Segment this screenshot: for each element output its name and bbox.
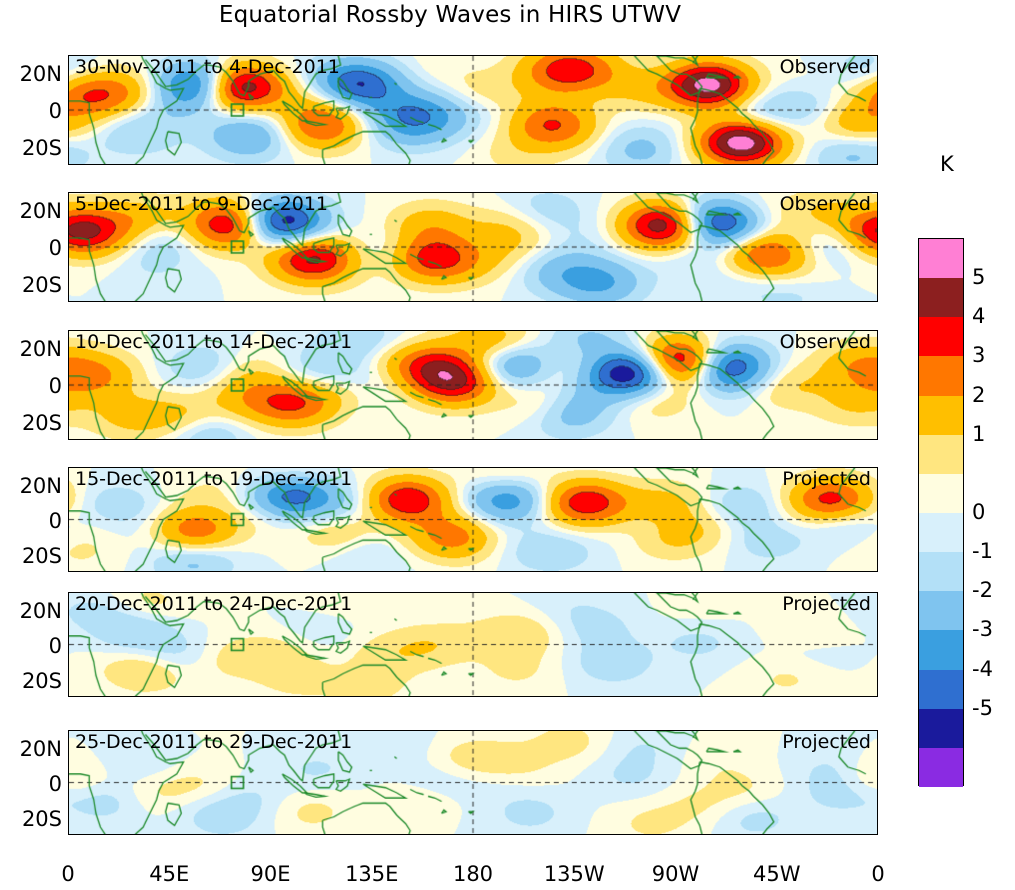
colorbar-swatch [919,317,963,357]
panel-status-label-4: Projected [782,468,871,490]
panel-period-label-5: 20-Dec-2011 to 24-Dec-2011 [75,593,353,615]
y-tick-label: 0 [48,374,62,398]
colorbar-tick-label: -2 [972,578,993,603]
x-tick-label: 135W [543,862,605,886]
colorbar-tick-label: 0 [972,500,986,524]
figure-title: Equatorial Rossby Waves in HIRS UTWV [218,2,682,28]
contour-field-1 [69,56,877,164]
y-tick-label: 0 [48,508,62,533]
colorbar-swatch [919,239,963,279]
colorbar-tick-label: 3 [972,343,986,368]
y-tick-label: 0 [48,633,62,658]
colorbar-tick-label: -5 [972,695,993,720]
panel-period-label-3: 10-Dec-2011 to 14-Dec-2011 [75,331,353,353]
y-tick-label: 20S [21,668,62,693]
y-tick-label: 20S [21,272,62,297]
x-tick-label: 180 [452,862,494,886]
y-tick-label: 0 [48,236,62,260]
colorbar-tick-label: -4 [972,656,993,681]
colorbar-swatch [919,552,963,592]
y-tick-label: 0 [48,99,62,123]
map-panel-5: 20-Dec-2011 to 24-Dec-2011 Projected [68,592,878,697]
colorbar-tick-label: 1 [972,421,986,446]
y-tick-label: 0 [48,771,62,796]
colorbar-tick-label: 5 [972,265,986,290]
colorbar-swatch [919,591,963,631]
colorbar-swatch [919,708,963,748]
y-tick-label: 20N [19,337,62,362]
colorbar-swatch [919,512,963,553]
panel-period-label-2: 5-Dec-2011 to 9-Dec-2011 [75,193,328,215]
x-tick-label: 90W [651,862,700,886]
panel-status-label-5: Projected [782,593,871,615]
map-panel-1: 30-Nov-2011 to 4-Dec-2011 Observed [68,55,878,165]
y-tick-label: 20N [19,199,62,224]
panel-period-label-1: 30-Nov-2011 to 4-Dec-2011 [75,56,340,78]
x-tick-label: 45E [149,862,190,886]
colorbar-swatch [919,395,963,435]
x-tick-label: 45W [753,862,801,886]
y-tick-label: 20N [19,62,62,87]
y-tick-label: 20S [21,543,62,568]
map-panel-6: 25-Dec-2011 to 29-Dec-2011 Projected [68,730,878,835]
contour-field-3 [69,331,877,439]
panel-status-label-6: Projected [782,731,871,753]
y-tick-label: 20N [19,736,62,761]
panel-status-label-1: Observed [779,56,871,78]
colorbar-tick-label: -3 [972,617,993,642]
x-tick-label: 90E [250,862,291,886]
colorbar-swatch [919,747,963,787]
y-tick-label: 20S [21,410,62,435]
colorbar-swatch [919,473,963,513]
colorbar-swatch [919,669,963,709]
colorbar-tick-label: 2 [972,382,986,407]
y-tick-label: 20N [19,598,62,623]
x-tick-label: 0 [871,862,885,886]
contour-field-2 [69,193,877,301]
y-tick-label: 20S [21,806,62,831]
map-panel-4: 15-Dec-2011 to 19-Dec-2011 Projected [68,467,878,572]
panel-period-label-4: 15-Dec-2011 to 19-Dec-2011 [75,468,353,490]
y-tick-label: 20S [21,135,62,160]
map-panel-3: 10-Dec-2011 to 14-Dec-2011 Observed [68,330,878,440]
colorbar-swatch [919,278,963,318]
colorbar-tick-label: -1 [972,539,993,564]
colorbar-swatch [919,630,963,670]
x-tick-label: 0 [61,862,75,886]
colorbar-swatch [919,434,963,474]
colorbar [918,238,964,787]
map-panel-2: 5-Dec-2011 to 9-Dec-2011 Observed [68,192,878,302]
contour-field-4 [69,468,877,571]
y-tick-label: 20N [19,473,62,498]
panel-status-label-2: Observed [779,193,871,215]
colorbar-units-label: K [940,152,954,176]
panel-period-label-6: 25-Dec-2011 to 29-Dec-2011 [75,731,353,753]
colorbar-swatch [919,356,963,396]
contour-field-6 [69,731,877,834]
panel-status-label-3: Observed [779,331,871,353]
contour-field-5 [69,593,877,696]
colorbar-tick-label: 4 [972,304,986,329]
x-tick-label: 135E [345,862,399,886]
